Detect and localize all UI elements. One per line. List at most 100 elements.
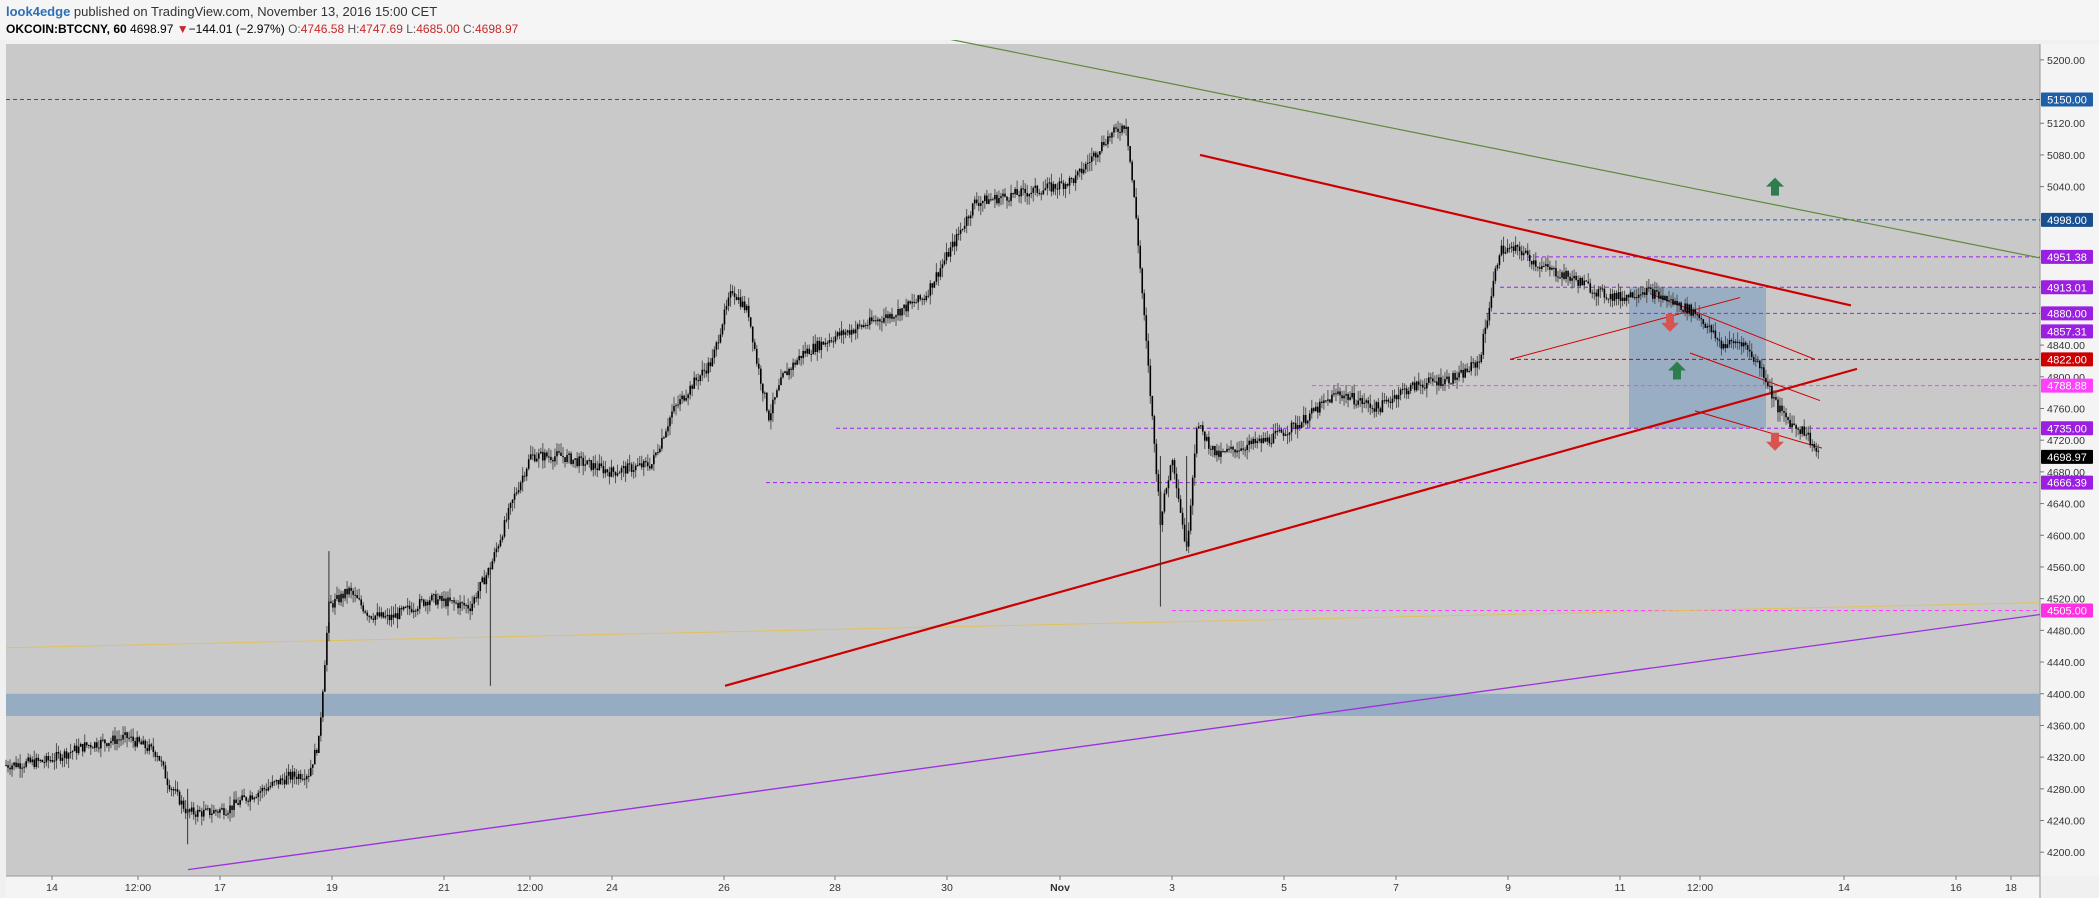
candle-body [1333,393,1335,395]
chart-canvas[interactable]: 5200.005120.005080.005040.004840.004800.… [0,40,2099,898]
candle-body [969,215,972,219]
candle-body [917,295,920,303]
candle-body [1155,443,1158,475]
candle-body [903,304,905,309]
candle-body [1650,287,1652,289]
candle-body [1024,188,1026,194]
candle-body [842,330,845,335]
candle-body [774,397,776,400]
candle-body [1462,369,1464,378]
candle-body [513,493,516,500]
candle-body [1232,446,1234,450]
candle-body [1436,381,1438,386]
author-link[interactable]: look4edge [6,4,71,19]
candle-body [1452,373,1454,384]
candle-body [1317,406,1319,413]
candle-body [459,602,461,609]
candle-body [1111,132,1113,138]
candle-body [582,457,584,466]
candle-body [273,781,276,783]
candle-body [1599,288,1602,290]
candle-body [1718,339,1721,341]
levels-layer [6,98,2040,612]
candle-body [1601,288,1604,290]
candle-body [277,780,280,785]
candle-body [566,454,568,463]
candle-body [661,437,663,449]
candle-body [1276,430,1279,432]
candle-body [957,233,960,235]
candle-body [885,314,887,318]
candle-body [1555,268,1557,277]
candle-body [975,199,978,204]
candle-body [418,599,421,609]
candle-body [711,357,714,367]
candle-body [265,789,268,791]
candle-body [517,490,520,493]
candle-body [202,809,205,817]
candle-body [1643,292,1646,295]
candle-body [1149,365,1152,396]
candle-body [636,464,639,466]
support-zone [6,693,2040,716]
time-axis[interactable] [6,876,2040,898]
candle-body [297,773,300,780]
candle-body [1012,192,1014,195]
candle-body [685,398,687,401]
candle-body [209,808,211,816]
candle-body [695,377,698,381]
candle-body [73,745,76,752]
candle-body [1139,245,1142,269]
candle-body [822,341,825,345]
candle-body [574,458,576,460]
candle-body [348,587,350,595]
candle-body [287,771,290,776]
candle-body [311,764,314,768]
candle-body [889,313,891,319]
candle-body [1674,300,1676,305]
candle-body [469,608,471,612]
candle-body [1553,267,1555,269]
candle-body [1547,264,1549,267]
candle-body [1212,445,1214,450]
x-tick-label: 9 [1505,882,1511,894]
purple-support-line [187,613,2041,871]
candle-body [283,779,286,785]
candle-body [305,776,308,780]
symbol-label[interactable]: OKCOIN:BTCCNY, 60 [6,22,127,36]
candle-body [257,792,260,798]
candle-body [1607,298,1610,300]
candle-body [1234,449,1236,453]
candle-body [840,330,843,336]
candle-body [854,329,857,334]
candle-body [1706,326,1709,328]
candle-body [1177,488,1180,500]
level-badge-4: 4880.00 [2047,308,2087,320]
candle-body [806,348,809,354]
y-tick-label: 4400.00 [2047,689,2085,701]
candle-body [1585,280,1588,282]
candle-body [295,776,298,780]
candle-body [1395,395,1398,400]
candle-body [1726,344,1729,348]
candle-body [1054,184,1057,189]
candle-body [1119,131,1121,133]
y-tick-label: 4560.00 [2047,562,2085,574]
candle-body [1690,304,1692,316]
candle-body [1694,309,1697,315]
candle-body [493,552,496,562]
candle-body [1308,413,1311,421]
y-tick-label: 4640.00 [2047,499,2085,511]
x-tick-label: 28 [829,882,841,894]
candle-body [1704,323,1707,328]
candle-body [1014,189,1016,195]
candle-body [1060,181,1063,183]
candle-body [743,301,746,311]
candle-body [461,602,463,604]
candle-body [554,456,556,462]
candle-body [846,330,849,333]
candle-body [1377,402,1380,409]
x-tick-label: 21 [438,882,450,894]
candle-body [346,588,348,595]
plot-area[interactable] [6,44,2040,876]
